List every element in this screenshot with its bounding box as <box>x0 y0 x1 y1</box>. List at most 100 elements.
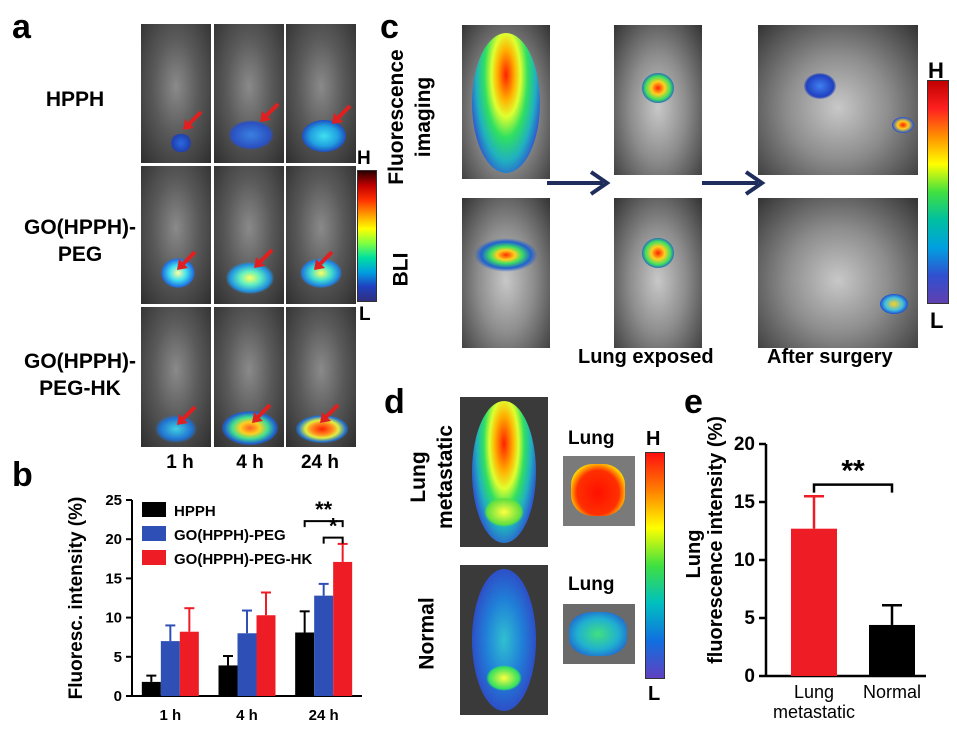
mouse-image <box>460 397 548 547</box>
signal-spot <box>804 73 836 99</box>
scale-low-label: L <box>359 304 371 325</box>
bar <box>179 631 199 696</box>
signal-spot <box>474 238 538 272</box>
red-arrow-icon <box>318 403 340 430</box>
y-tick-label: 5 <box>114 649 122 666</box>
red-arrow-icon <box>181 110 203 137</box>
scale-high-label: H <box>646 428 661 450</box>
color-scale-bar <box>645 452 665 679</box>
mouse-image <box>614 25 702 175</box>
legend-label: HPPH <box>174 503 216 520</box>
row-label-line: Fluorescence <box>385 49 408 185</box>
bar <box>295 632 315 696</box>
signal-spot <box>155 415 197 443</box>
lung-image <box>563 604 635 664</box>
y-axis-label: Fluoresc. intensity (%) <box>66 497 87 700</box>
row-label-hpph: HPPH <box>20 86 130 113</box>
scale-low-label: L <box>648 683 661 705</box>
mouse-image <box>214 24 284 163</box>
signal-spot <box>226 262 274 294</box>
x-tick-label: Lung <box>794 682 834 702</box>
bar <box>141 681 161 696</box>
legend-swatch <box>142 502 166 517</box>
color-scale-bar <box>357 170 377 302</box>
mouse-image <box>214 307 284 447</box>
timepoint-label: 1 h <box>166 452 194 473</box>
significance-bracket <box>322 536 344 544</box>
panel-label-c: c <box>380 8 399 46</box>
y-tick-label: 5 <box>744 608 755 629</box>
bar <box>237 633 257 696</box>
red-arrow-icon <box>175 405 197 432</box>
mouse-image <box>286 307 356 447</box>
arrow-icon <box>547 170 611 196</box>
y-tick-label: 0 <box>744 666 755 687</box>
color-scale-bar <box>927 80 949 304</box>
significance-bracket <box>303 520 344 528</box>
x-tick-label: 24 h <box>309 707 339 724</box>
row-label-go-hpph-peg-hk: GO(HPPH)- PEG-HK <box>20 348 140 402</box>
mouse-image <box>141 24 211 163</box>
row-label-line: Lung <box>407 451 430 503</box>
arrow-icon <box>702 170 766 196</box>
red-arrow-icon <box>258 102 280 129</box>
signal-spot <box>222 411 278 445</box>
organ-label: Lung <box>568 428 615 449</box>
bar <box>314 595 334 696</box>
lung-image <box>563 456 635 526</box>
signal-spot <box>302 120 346 152</box>
row-label-go-hpph-peg: GO(HPPH)- PEG <box>20 214 140 268</box>
mouse-image <box>214 166 284 304</box>
panel-label-d: d <box>384 383 405 421</box>
mouse-image <box>462 198 550 348</box>
timepoint-label: 4 h <box>236 452 264 473</box>
y-tick-label: 10 <box>734 550 755 571</box>
row-label-line: metastatic <box>434 425 457 529</box>
organ-label: Lung <box>568 574 615 595</box>
mouse-image <box>758 25 918 175</box>
y-tick-label: 15 <box>734 492 756 513</box>
chart-b: Fluoresc. intensity (%) 0 5 10 15 20 25 1 h 4 h 2… <box>66 492 362 724</box>
y-axis-label: Lung <box>683 530 705 579</box>
x-tick-label: metastatic <box>773 702 855 722</box>
mouse-image <box>614 198 702 348</box>
mouse-image <box>460 565 548 715</box>
bar <box>218 665 238 696</box>
y-tick-label: 10 <box>105 610 122 627</box>
mouse-image <box>141 307 211 447</box>
panel-label-b: b <box>12 456 33 494</box>
bar <box>256 615 276 696</box>
significance-label: * <box>329 514 338 539</box>
y-tick-label: 0 <box>114 688 122 705</box>
panel-label-e: e <box>684 383 703 421</box>
legend-label: GO(HPPH)-PEG-HK <box>174 551 313 568</box>
significance-label: ** <box>841 455 865 488</box>
row-label-fluorescence: Fluorescence imaging <box>385 34 435 184</box>
scale-low-label: L <box>930 308 944 333</box>
bar <box>160 641 180 696</box>
timepoint-label: 24 h <box>300 452 340 473</box>
red-arrow-icon <box>330 104 352 131</box>
y-axis-label: fluorescence intensity (%) <box>705 416 727 664</box>
caption-after-surgery: After surgery <box>767 346 893 368</box>
row-label-line: GO(HPPH)- <box>24 216 136 239</box>
red-arrow-icon <box>175 250 197 277</box>
row-label-text: BLI <box>389 252 413 287</box>
signal-spot <box>642 73 674 103</box>
red-arrow-icon <box>250 403 272 430</box>
y-tick-label: 25 <box>105 492 122 509</box>
row-label-bli: BLI <box>389 240 432 300</box>
mouse-image <box>286 166 356 304</box>
red-arrow-icon <box>252 248 274 275</box>
row-label-line: HPPH <box>45 88 105 111</box>
legend-swatch <box>142 550 166 565</box>
caption-lung-exposed: Lung exposed <box>578 346 714 368</box>
mouse-image <box>758 198 918 348</box>
signal-spot <box>169 134 193 152</box>
y-tick-label: 20 <box>734 434 755 455</box>
y-tick-label: 15 <box>105 570 122 587</box>
row-label-text: Normal <box>415 597 439 670</box>
scale-high-label: H <box>928 58 944 83</box>
red-arrow-icon <box>312 250 334 277</box>
signal-spot <box>472 33 540 173</box>
